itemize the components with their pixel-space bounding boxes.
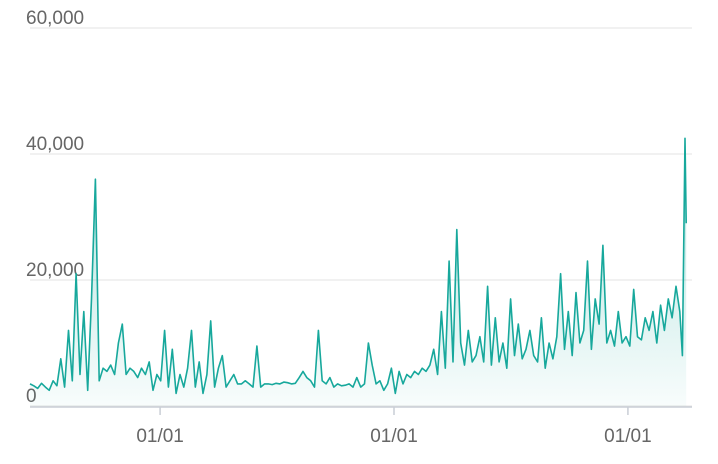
y-tick-label: 20,000 [26, 260, 84, 281]
x-tick-label: 01/01 [136, 426, 184, 447]
y-tick-label: 40,000 [26, 134, 84, 155]
line [29, 137, 687, 395]
x-tick-label: 01/01 [604, 426, 652, 447]
y-tick-label: 60,000 [26, 8, 84, 29]
area [30, 138, 687, 407]
x-tick-label: 01/01 [370, 426, 418, 447]
